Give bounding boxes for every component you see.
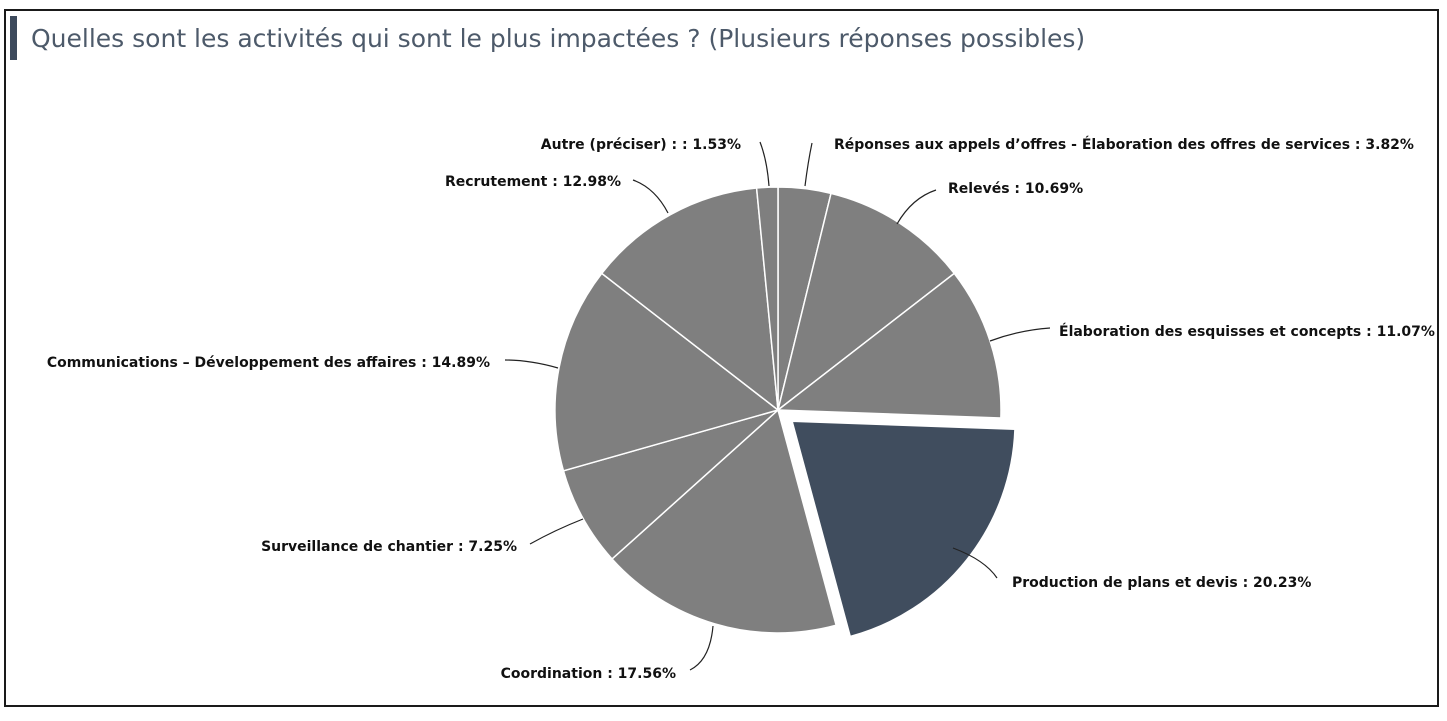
label-connector [989, 327, 1051, 342]
slice-label: Recrutement : 12.98% [445, 174, 621, 190]
pie-slices [554, 186, 1016, 638]
label-connector [632, 179, 669, 214]
slice-label: Communications – Développement des affai… [47, 355, 490, 371]
label-connector [689, 625, 714, 671]
slice-label: Réponses aux appels d’offres - Élaborati… [834, 136, 1414, 153]
slice-label: Surveillance de chantier : 7.25% [261, 539, 517, 555]
label-connector [759, 141, 770, 187]
pie-slice [775, 272, 1002, 419]
pie-slice [776, 192, 956, 412]
pie-slice [562, 409, 779, 561]
label-connectors [504, 141, 1051, 671]
pie-slice [554, 272, 780, 472]
slice-label: Coordination : 17.56% [501, 666, 676, 682]
label-connector [529, 518, 584, 545]
title-accent-bar [10, 16, 17, 60]
label-connector [952, 547, 998, 579]
pie-slice [600, 187, 779, 412]
label-connector [804, 142, 813, 187]
label-connector [504, 359, 559, 369]
chart-title: Quelles sont les activités qui sont le p… [31, 23, 1086, 53]
slice-label: Autre (préciser) : : 1.53% [541, 137, 741, 153]
slice-label: Élaboration des esquisses et concepts : … [1059, 323, 1435, 340]
label-connector [896, 189, 937, 225]
pie-slice [791, 420, 1016, 638]
slice-label: Production de plans et devis : 20.23% [1012, 575, 1311, 591]
slice-labels: Réponses aux appels d’offres - Élaborati… [47, 136, 1435, 682]
pie-slice [755, 186, 779, 411]
pie-slice [610, 408, 838, 634]
slice-label: Relevés : 10.69% [948, 181, 1083, 197]
chart-header: Quelles sont les activités qui sont le p… [10, 16, 1086, 60]
